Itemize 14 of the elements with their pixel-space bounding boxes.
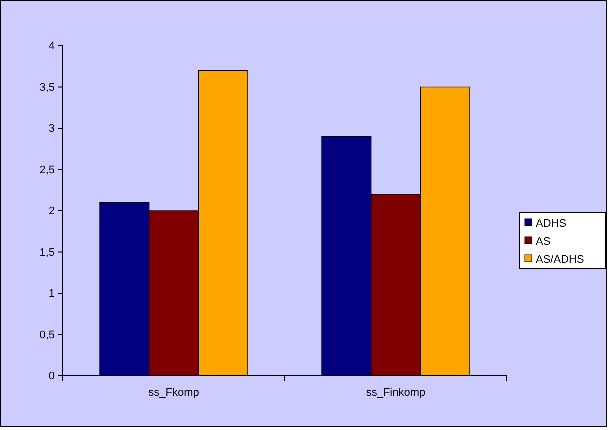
x-tick-label: ss_Fkomp	[148, 387, 200, 399]
legend-label: ADHS	[536, 218, 567, 230]
y-tick-label: 2,5	[40, 164, 55, 176]
y-tick-label: 0	[48, 370, 55, 383]
y-tick-label: 0,5	[40, 329, 55, 342]
y-tick-label: 1,5	[40, 246, 55, 259]
legend-label: AS/ADHS	[536, 254, 584, 266]
y-tick-label: 2	[48, 206, 55, 218]
y-tick-label: 1	[48, 288, 55, 300]
y-tick-label: 3,5	[40, 82, 55, 94]
legend-label: AS	[536, 236, 551, 248]
x-tick-label: ss_Finkomp	[366, 387, 426, 399]
y-tick-label: 3	[48, 123, 55, 136]
y-tick-label: 4	[48, 40, 55, 53]
